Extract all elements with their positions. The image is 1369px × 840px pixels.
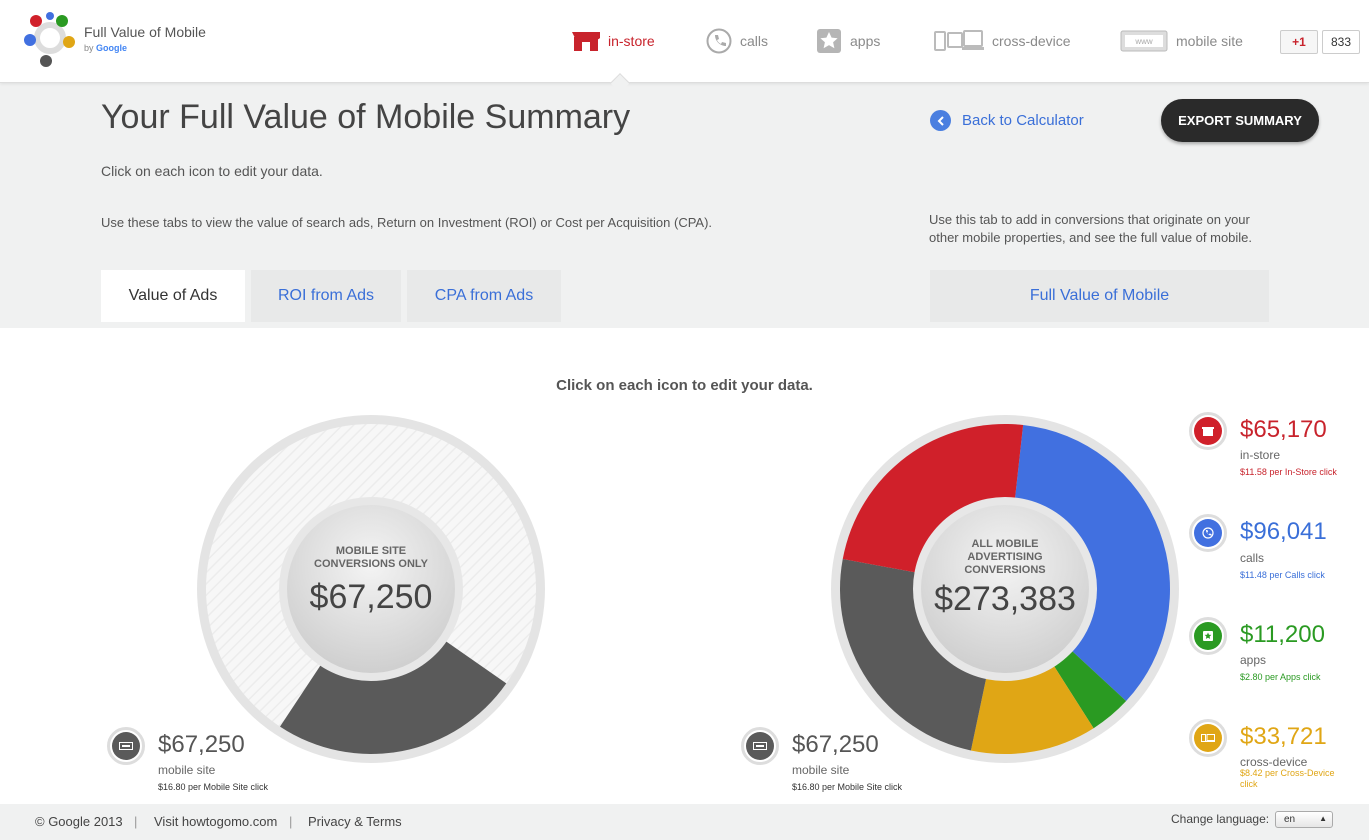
cross-device-value: $33,721 (1240, 723, 1327, 750)
devices-icon (934, 30, 984, 51)
browser-icon (746, 732, 774, 760)
nav-label: in-store (608, 33, 655, 49)
mobile-site-edit-button[interactable] (741, 727, 779, 765)
apps-per-click: $2.80 per Apps click (1240, 672, 1321, 682)
google-plus-label: +1 (1292, 35, 1306, 49)
mobile-site-per-click: $16.80 per Mobile Site click (158, 782, 269, 792)
language-select[interactable]: en ▲ (1275, 811, 1333, 828)
nav-in-store[interactable]: in-store (572, 27, 655, 55)
in-store-per-click: $11.58 per In-Store click (1240, 467, 1337, 477)
page-title: Your Full Value of Mobile Summary (101, 98, 631, 136)
store-icon (572, 32, 600, 51)
logo[interactable]: Full Value of Mobile by Google (22, 12, 222, 72)
logo-icon (24, 12, 75, 67)
calls-value: $96,041 (1240, 518, 1327, 545)
in-store-edit-button[interactable] (1189, 412, 1227, 450)
tab-cpa-from-ads[interactable]: CPA from Ads (407, 270, 561, 322)
nav-label: calls (740, 33, 769, 49)
change-language-label: Change language: (1171, 812, 1270, 826)
svg-text:www: www (1134, 37, 1153, 46)
tab-roi-from-ads[interactable]: ROI from Ads (251, 270, 401, 322)
nav-mobile-site[interactable]: www mobile site (1120, 27, 1243, 55)
privacy-terms-link[interactable]: Privacy & Terms (308, 814, 402, 829)
mobile-site-label: mobile site (792, 763, 850, 777)
store-icon (1194, 417, 1222, 445)
full-value-hint: Use this tab to add in conversions that … (929, 212, 1253, 245)
calls-per-click: $11.48 per Calls click (1240, 570, 1325, 580)
left-center-label: MOBILE SITE CONVERSIONS ONLY (314, 545, 428, 570)
phone-icon (706, 28, 732, 54)
tab-full-value-of-mobile[interactable]: Full Value of Mobile (930, 270, 1269, 322)
in-store-value: $65,170 (1240, 416, 1327, 443)
nav-label: apps (850, 33, 881, 49)
edit-hint: Click on each icon to edit your data. (101, 163, 323, 179)
app-title: Full Value of Mobile (84, 24, 206, 40)
footer-divider: | (289, 814, 293, 829)
back-label: Back to Calculator (962, 112, 1084, 129)
star-icon (817, 29, 841, 53)
calls-label: calls (1240, 551, 1265, 565)
section-edit-hint: Click on each icon to edit your data. (556, 377, 813, 394)
footer-divider: | (134, 814, 138, 829)
mobile-site-value: $67,250 (158, 731, 245, 758)
donut-center (287, 505, 455, 673)
apps-edit-button[interactable] (1189, 617, 1227, 655)
google-plus-count: 833 (1322, 30, 1360, 54)
browser-icon (112, 732, 140, 760)
calls-edit-button[interactable] (1189, 514, 1227, 552)
left-center-value: $67,250 (309, 578, 433, 616)
language-value: en (1284, 814, 1296, 825)
google-plus-button[interactable]: +1 (1280, 30, 1318, 54)
export-summary-button[interactable]: EXPORT SUMMARY (1161, 99, 1319, 142)
app-by-label: by Google (84, 43, 128, 53)
mobile-site-per-click: $16.80 per Mobile Site click (792, 782, 903, 792)
all-conversions-donut-chart (831, 415, 1179, 763)
cross-device-per-click: $8.42 per Cross-Device click (1240, 768, 1335, 789)
nav-label: cross-device (992, 33, 1071, 49)
cross-device-label: cross-device (1240, 755, 1308, 769)
nav-apps[interactable]: apps (816, 27, 880, 55)
nav-calls[interactable]: calls (706, 27, 768, 55)
top-navigation: Full Value of Mobile by Google in-store … (0, 0, 1369, 83)
right-center-label: ALL MOBILE ADVERTISING CONVERSIONS (964, 538, 1046, 576)
star-icon (1194, 622, 1222, 650)
nav-label: mobile site (1176, 33, 1243, 49)
mobile-site-donut-chart (197, 415, 545, 763)
copyright: © Google 2013 (35, 814, 123, 829)
mobile-site-edit-button[interactable] (107, 727, 145, 765)
visit-link[interactable]: Visit howtogomo.com (154, 814, 278, 829)
back-to-calculator-link[interactable]: Back to Calculator (930, 110, 1084, 131)
tab-value-of-ads[interactable]: Value of Ads (101, 270, 245, 322)
donut-center (921, 505, 1089, 673)
tabs-hint: Use these tabs to view the value of sear… (101, 215, 713, 230)
phone-icon (1194, 519, 1222, 547)
cross-device-edit-button[interactable] (1189, 719, 1227, 757)
mobile-site-label: mobile site (158, 763, 216, 777)
mobile-site-value: $67,250 (792, 731, 879, 758)
apps-label: apps (1240, 653, 1267, 667)
in-store-label: in-store (1240, 448, 1281, 462)
right-center-value: $273,383 (934, 580, 1076, 618)
footer: © Google 2013 | Visit howtogomo.com | Pr… (0, 804, 1369, 840)
browser-icon: www (1120, 30, 1168, 52)
chevron-down-icon: ▲ (1319, 814, 1327, 823)
devices-icon (1194, 724, 1222, 752)
apps-value: $11,200 (1240, 621, 1325, 648)
nav-cross-device[interactable]: cross-device (934, 27, 1071, 55)
back-arrow-icon (930, 110, 951, 131)
